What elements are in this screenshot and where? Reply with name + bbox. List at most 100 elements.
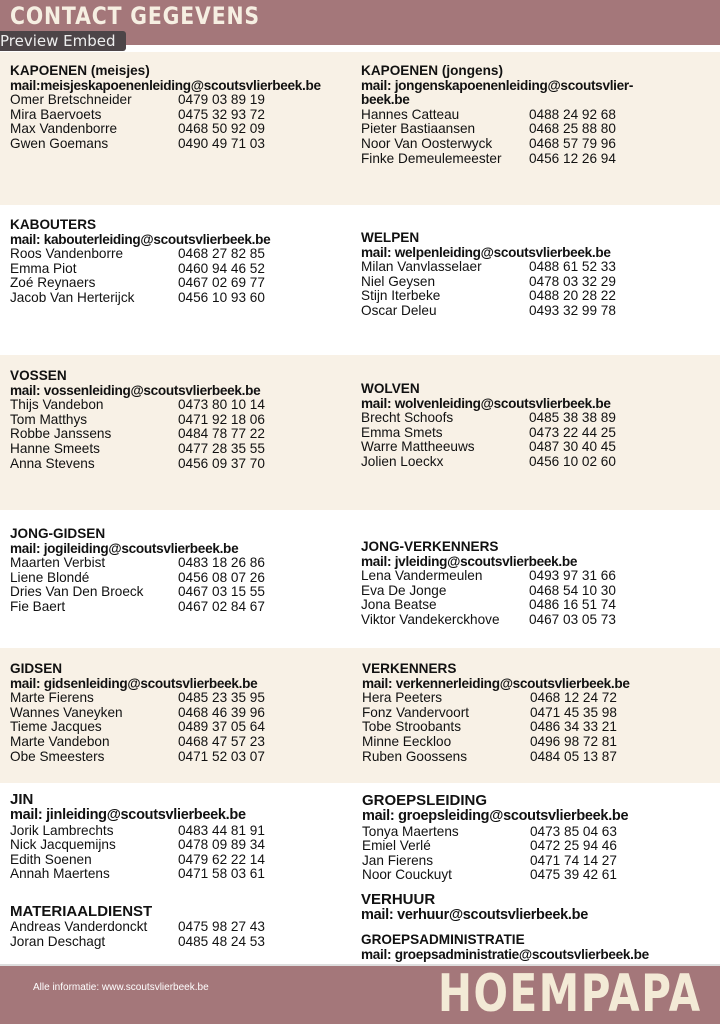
contact-phone[interactable]: 0484 78 77 22 [178, 426, 265, 442]
section-email[interactable]: mail: jvleiding@scoutsvlierbeek.be [361, 553, 578, 569]
contact-phone[interactable]: 0468 25 88 80 [529, 121, 616, 137]
section-email[interactable]: mail: groepsleiding@scoutsvlierbeek.be [362, 808, 629, 824]
section-title: WOLVEN [361, 381, 420, 396]
contact-phone[interactable]: 0467 02 69 77 [178, 275, 265, 291]
contact-phone[interactable]: 0456 10 02 60 [529, 453, 616, 469]
contact-phone[interactable]: 0479 03 89 19 [178, 92, 265, 108]
section-email[interactable]: mail: jinleiding@scoutsvlierbeek.be [10, 807, 246, 823]
contact-phone[interactable]: 0488 20 28 22 [529, 288, 616, 304]
contact-phone[interactable]: 0456 10 93 60 [178, 289, 265, 305]
contact-name: Max Vandenborre [10, 121, 118, 137]
contact-name: Emma Piot [10, 260, 77, 276]
contact-phone[interactable]: 0485 48 24 53 [178, 933, 265, 949]
contact-row: Warre Mattheeuws 0487 30 40 45 [361, 440, 711, 455]
section-email[interactable]: mail: verhuur@scoutsvlierbeek.be [361, 907, 588, 923]
contact-phone[interactable]: 0479 62 22 14 [178, 851, 265, 867]
contact-phone[interactable]: 0489 37 05 64 [178, 719, 265, 735]
contact-name: Jorik Lambrechts [10, 822, 114, 838]
contact-row: Maarten Verbist 0483 18 26 86 [10, 556, 360, 571]
contact-section: JONG-GIDSEN mail: jogileiding@scoutsvlier… [10, 526, 360, 615]
contact-phone[interactable]: 0471 74 14 27 [530, 852, 617, 868]
contact-row: Roos Vandenborre 0468 27 82 85 [10, 247, 360, 262]
contact-name: Brecht Schoofs [361, 410, 454, 426]
contact-phone[interactable]: 0487 30 40 45 [529, 439, 616, 455]
contact-phone[interactable]: 0483 18 26 86 [178, 555, 265, 571]
contact-phone[interactable]: 0468 50 92 09 [178, 121, 265, 137]
contact-phone[interactable]: 0467 03 05 73 [529, 611, 616, 627]
contact-row: Fonz Vandervoort 0471 45 35 98 [362, 704, 712, 721]
contact-phone[interactable]: 0467 03 15 55 [178, 584, 265, 600]
contact-row: Hanne Smeets 0477 28 35 55 [10, 440, 360, 457]
contact-phone[interactable]: 0483 44 81 91 [178, 822, 265, 838]
contact-phone[interactable]: 0468 46 39 96 [178, 704, 265, 720]
contact-phone[interactable]: 0471 45 35 98 [530, 704, 617, 720]
contact-phone[interactable]: 0468 47 57 23 [178, 733, 265, 749]
contact-phone[interactable]: 0488 24 92 68 [529, 106, 616, 122]
contact-name: Tonya Maertens [362, 823, 459, 839]
section-title: KABOUTERS [10, 217, 97, 232]
section-email[interactable]: mail: wolvenleiding@scoutsvlierbeek.be [361, 395, 611, 411]
contact-phone[interactable]: 0485 23 35 95 [178, 690, 265, 706]
contact-phone[interactable]: 0475 98 27 43 [178, 919, 265, 934]
contact-phone[interactable]: 0456 08 07 26 [178, 569, 265, 585]
contact-name: Mira Baervoets [10, 106, 102, 122]
hoempapa-logo: HOEMPAPA [438, 964, 702, 1024]
section-email[interactable]: mail: jogileiding@scoutsvlierbeek.be [10, 540, 239, 556]
preview-embed-button[interactable]: Preview Embed [0, 31, 126, 51]
contact-name: Lena Vandermeulen [361, 568, 483, 584]
section-email[interactable]: mail: vossenleiding@scoutsvlierbeek.be [10, 382, 261, 398]
contact-phone[interactable]: 0475 39 42 61 [530, 867, 617, 883]
contact-phone[interactable]: 0468 12 24 72 [530, 690, 617, 706]
section-email[interactable]: mail: welpenleiding@scoutsvlierbeek.be [361, 244, 611, 260]
section-email[interactable]: mail: kabouterleiding@scoutsvlierbeek.be [10, 231, 271, 247]
contact-phone[interactable]: 0485 38 38 89 [529, 410, 616, 426]
contact-phone[interactable]: 0460 94 46 52 [178, 260, 265, 276]
contact-phone[interactable]: 0496 98 72 81 [530, 733, 617, 749]
contact-phone[interactable]: 0493 32 99 78 [529, 302, 616, 318]
section-title: VERHUUR [361, 891, 436, 908]
section-email[interactable]: mail: jongenskapoenenleiding@scoutsvlier… [361, 77, 634, 108]
contact-phone[interactable]: 0471 58 03 61 [178, 866, 265, 882]
contact-phone[interactable]: 0471 92 18 06 [178, 411, 265, 427]
section-email[interactable]: mail: verkennerleiding@scoutsvlierbeek.b… [362, 675, 630, 691]
contact-name: Thijs Vandebon [10, 397, 104, 413]
contact-phone[interactable]: 0473 85 04 63 [530, 823, 617, 839]
contact-row: Emiel Verlé 0472 25 94 46 [362, 838, 712, 854]
contact-phone[interactable]: 0472 25 94 46 [530, 838, 617, 854]
contact-phone[interactable]: 0478 09 89 34 [178, 837, 265, 853]
contact-phone[interactable]: 0488 61 52 33 [529, 259, 616, 275]
contact-name: Finke Demeulemeester [361, 150, 502, 166]
contact-phone[interactable]: 0478 03 32 29 [529, 273, 616, 289]
contact-name: Hanne Smeets [10, 440, 100, 456]
contact-row: Jorik Lambrechts 0483 44 81 91 [10, 822, 360, 839]
contact-phone[interactable]: 0486 34 33 21 [530, 719, 617, 735]
contact-name: Fonz Vandervoort [362, 704, 470, 720]
section-email[interactable]: mail: gidsenleiding@scoutsvlierbeek.be [10, 675, 258, 691]
contact-phone[interactable]: 0468 54 10 30 [529, 582, 616, 598]
contact-phone[interactable]: 0468 27 82 85 [178, 246, 265, 262]
contact-phone[interactable]: 0456 12 26 94 [529, 150, 616, 166]
contact-phone[interactable]: 0484 05 13 87 [530, 748, 617, 764]
contact-section: WELPEN mail: welpenleiding@scoutsvlierbee… [361, 230, 711, 319]
contact-phone[interactable]: 0468 57 79 96 [529, 135, 616, 151]
contact-phone[interactable]: 0473 22 44 25 [529, 424, 616, 440]
contact-name: Maarten Verbist [10, 555, 106, 571]
contact-row: Edith Soenen 0479 62 22 14 [10, 851, 360, 868]
contact-row: Viktor Vandekerckhove 0467 03 05 73 [361, 611, 711, 628]
section-email[interactable]: mail:meisjeskapoenenleiding@scoutsvlierb… [10, 77, 321, 93]
contact-phone[interactable]: 0486 16 51 74 [529, 597, 616, 613]
contact-name: Pieter Bastiaansen [361, 121, 476, 137]
section-email[interactable]: mail: groepsadministratie@scoutsvlierbee… [361, 946, 649, 962]
contact-name: Ruben Goossens [362, 748, 468, 764]
contact-phone[interactable]: 0477 28 35 55 [178, 440, 265, 456]
contact-phone[interactable]: 0473 80 10 14 [178, 397, 265, 413]
contact-name: Emiel Verlé [362, 838, 431, 854]
contact-phone[interactable]: 0475 32 93 72 [178, 106, 265, 122]
contact-phone[interactable]: 0456 09 37 70 [178, 455, 265, 471]
contact-phone[interactable]: 0493 97 31 66 [529, 568, 616, 584]
contact-phone[interactable]: 0490 49 71 03 [178, 135, 265, 151]
contact-phone[interactable]: 0471 52 03 07 [178, 748, 265, 764]
divider [0, 964, 720, 966]
contact-phone[interactable]: 0467 02 84 67 [178, 598, 265, 614]
contact-name: Zoé Reynaers [10, 275, 96, 291]
